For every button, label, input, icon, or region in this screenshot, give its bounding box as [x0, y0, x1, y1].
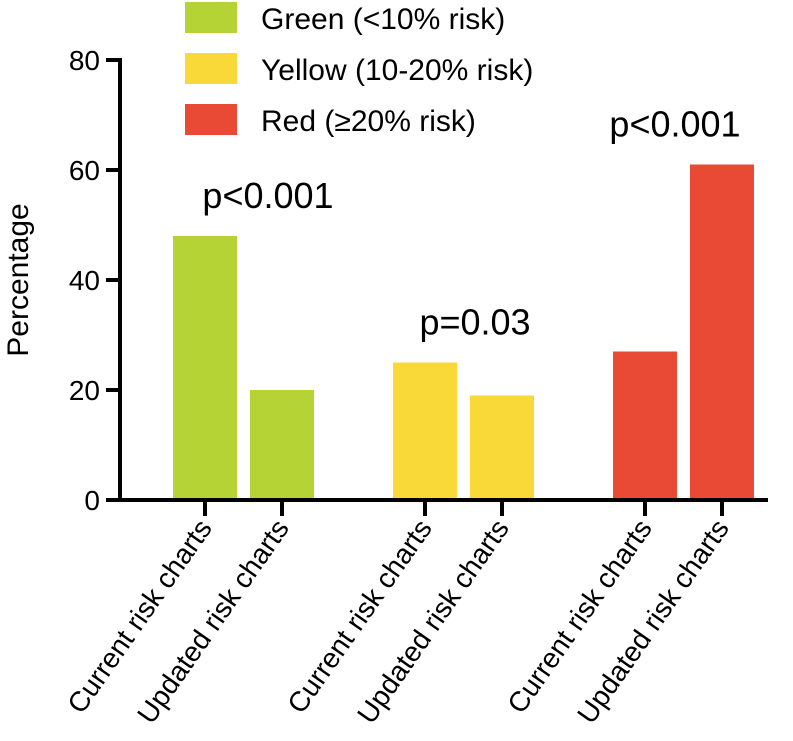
legend-label-3: Red (≥20% risk)	[261, 105, 476, 138]
legend-label-1: Green (<10% risk)	[261, 3, 505, 36]
bar-2-2	[470, 395, 534, 500]
annotations-layer: p<0.001 p=0.03 p<0.001	[202, 104, 740, 343]
legend-swatch-3	[185, 104, 237, 135]
bar-3-1	[613, 351, 677, 500]
x-category-label: Updated risk charts	[351, 514, 515, 729]
bar-3-2	[690, 164, 754, 500]
y-tick-label-60: 60	[69, 155, 100, 186]
bar-1-2	[250, 390, 314, 500]
bar-2-1	[393, 362, 457, 500]
legend-swatch-2	[185, 53, 237, 84]
bars-layer	[173, 164, 754, 516]
bar-1-1	[173, 236, 237, 500]
p-value-annotation-1: p<0.001	[202, 175, 333, 216]
p-value-annotation-2: p=0.03	[419, 302, 530, 343]
x-category-label: Current risk charts	[281, 514, 438, 719]
y-tick-label-20: 20	[69, 375, 100, 406]
ticks-layer: 0 20 40 60 80	[69, 45, 120, 516]
y-axis-label: Percentage	[2, 203, 35, 356]
legend-label-2: Yellow (10-20% risk)	[261, 54, 533, 87]
y-tick-label-80: 80	[69, 45, 100, 76]
legend-swatch-1	[185, 2, 237, 33]
p-value-annotation-3: p<0.001	[609, 104, 740, 145]
x-category-label: Current risk charts	[501, 514, 658, 719]
y-tick-label-0: 0	[84, 485, 100, 516]
legend: Green (<10% risk) Yellow (10-20% risk) Red…	[185, 2, 533, 138]
x-category-label: Current risk charts	[61, 514, 218, 719]
x-category-label: Updated risk charts	[131, 514, 295, 729]
x-category-label: Updated risk charts	[571, 514, 735, 729]
y-tick-label-40: 40	[69, 265, 100, 296]
